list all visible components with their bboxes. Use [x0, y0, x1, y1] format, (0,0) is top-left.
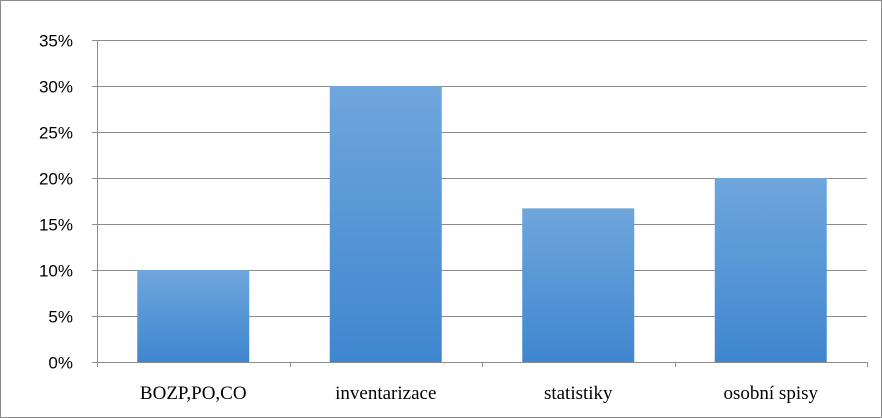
y-tick-label: 5% [48, 308, 73, 327]
bar [329, 86, 442, 362]
x-category-label: BOZP,PO,CO [140, 383, 247, 404]
y-tick-label: 20% [39, 170, 73, 189]
bars [137, 86, 827, 362]
y-tick-label: 35% [39, 32, 73, 51]
y-tick-label: 10% [39, 262, 73, 281]
y-axis-tick-labels: 0% 5% 10% 15% 20% 25% 30% 35% [39, 32, 73, 373]
bar [137, 270, 250, 362]
axes [92, 40, 868, 367]
y-tick-label: 15% [39, 216, 73, 235]
y-tick-label: 25% [39, 124, 73, 143]
x-category-label: osobní spisy [724, 383, 819, 404]
y-tick-label: 0% [48, 354, 73, 373]
x-axis-category-labels: BOZP,PO,CO inventarizace statistiky osobní … [140, 383, 819, 404]
x-category-label: inventarizace [335, 383, 436, 404]
bar [522, 208, 635, 362]
x-category-label: statistiky [544, 383, 613, 404]
y-tick-label: 30% [39, 78, 73, 97]
bar [714, 178, 827, 362]
